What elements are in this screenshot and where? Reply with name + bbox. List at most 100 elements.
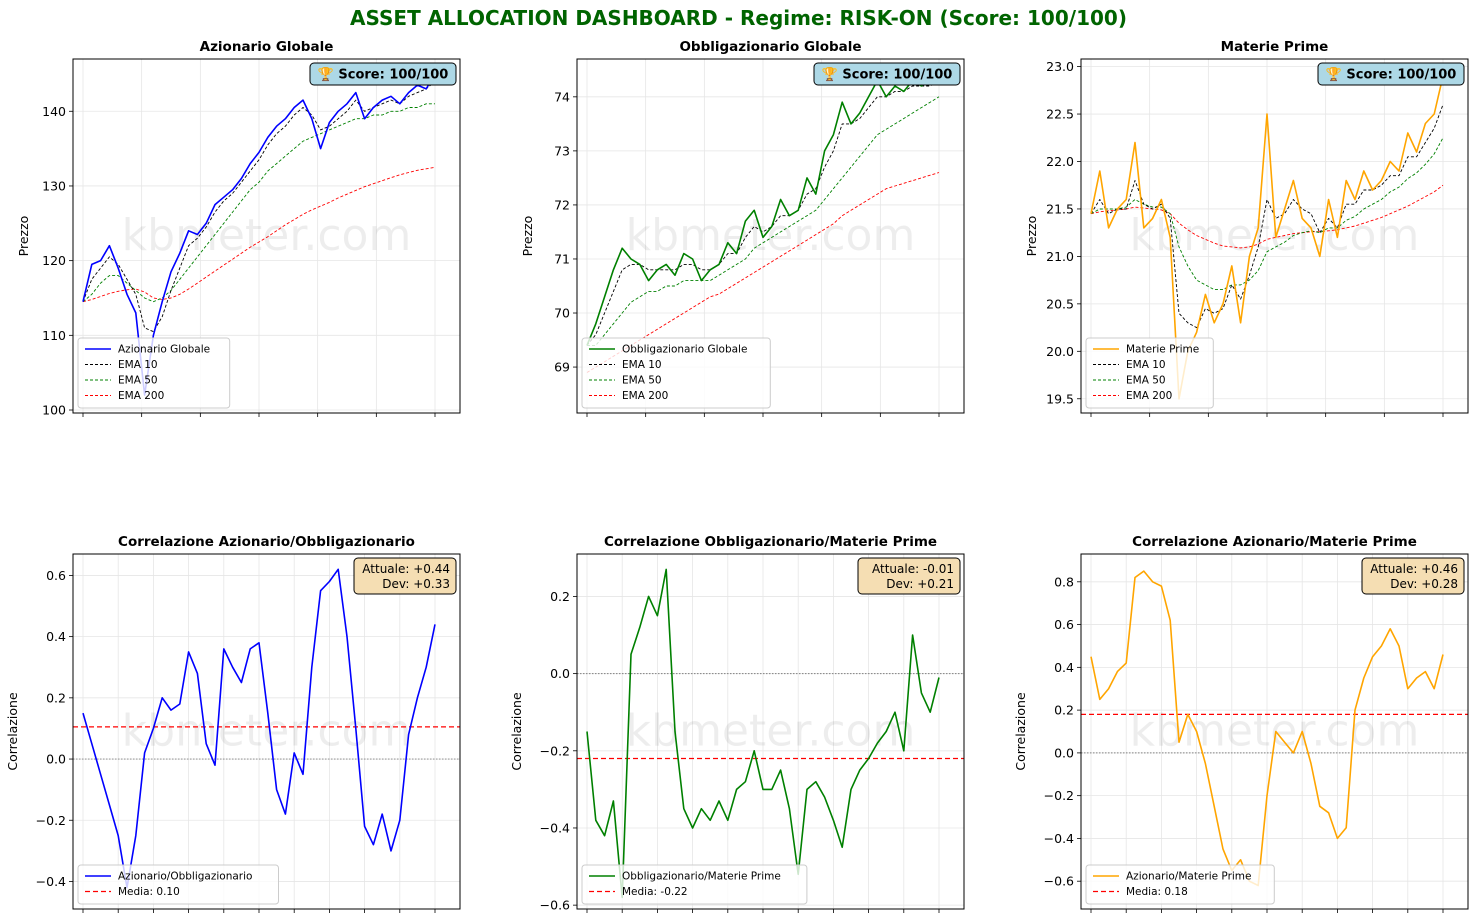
series-line-obbligazionario-globale bbox=[586, 74, 940, 346]
y-tick-label: 20.0 bbox=[1046, 344, 1074, 359]
y-tick-label: 23.0 bbox=[1046, 59, 1074, 74]
stats-box bbox=[353, 557, 457, 595]
y-tick-label: 0.2 bbox=[1054, 703, 1074, 718]
y-tick-label: 21.5 bbox=[1046, 201, 1074, 216]
y-tick-label: 0.6 bbox=[46, 568, 66, 583]
series-lines bbox=[1090, 75, 1444, 400]
plot-frame bbox=[576, 58, 965, 414]
y-tick-label: 0.0 bbox=[1054, 745, 1074, 760]
score-badge bbox=[1317, 62, 1465, 86]
legend-label: Azionario/Materie Prime bbox=[1126, 871, 1252, 883]
score-badge-text: 🏆 Score: 100/100 bbox=[822, 67, 953, 83]
y-tick-label: 71 bbox=[554, 251, 570, 266]
stats-text: Dev: +0.28 bbox=[1390, 577, 1458, 591]
y-axis-label: Correlazione bbox=[5, 692, 20, 771]
y-tick-label: −0.2 bbox=[36, 813, 66, 828]
legend-label: EMA 200 bbox=[622, 390, 668, 402]
y-tick-label: 110 bbox=[42, 328, 66, 343]
y-tick-label: 0.2 bbox=[46, 690, 66, 705]
legend-label: EMA 200 bbox=[1126, 390, 1172, 402]
chart-panel-5: −0.6 −0.4 −0.2 0.0 0.2 kbmeter.com Correlazion… bbox=[509, 534, 965, 913]
legend-label: EMA 50 bbox=[118, 375, 158, 387]
y-tick-label: 130 bbox=[42, 178, 66, 193]
watermark-text: kbmeter.com bbox=[122, 706, 412, 757]
y-tick-label: 120 bbox=[42, 253, 66, 268]
y-tick-label: 22.5 bbox=[1046, 107, 1074, 122]
legend-label: Materie Prime bbox=[1126, 344, 1199, 356]
chart-panel-2: 69 70 71 72 73 74 kbmeter.com Obbligazionario G… bbox=[520, 39, 965, 417]
plot-frame bbox=[1080, 553, 1469, 910]
plot-frame bbox=[72, 553, 461, 910]
y-axis-label: Correlazione bbox=[509, 692, 524, 771]
legend-label: Media: -0.22 bbox=[622, 886, 688, 898]
y-axis-label: Correlazione bbox=[1013, 692, 1028, 771]
stats-text: Attuale: -0.01 bbox=[872, 562, 954, 576]
series-line-obbligazionario-materie-prime bbox=[586, 568, 940, 899]
legend-label: EMA 50 bbox=[622, 375, 662, 387]
y-tick-label: 74 bbox=[554, 89, 570, 104]
dashboard-title: ASSET ALLOCATION DASHBOARD - Regime: RIS… bbox=[350, 6, 1127, 30]
series-lines bbox=[82, 568, 436, 889]
y-tick-label: 140 bbox=[42, 104, 66, 119]
y-tick-label: 0.2 bbox=[550, 589, 570, 604]
chart-title: Materie Prime bbox=[1221, 39, 1329, 55]
legend-label: EMA 10 bbox=[118, 359, 158, 371]
y-tick-label: −0.2 bbox=[540, 743, 570, 758]
series-line-ema-200 bbox=[586, 172, 940, 373]
chart-title: Correlazione Obbligazionario/Materie Pri… bbox=[604, 534, 937, 550]
legend-label: Obbligazionario/Materie Prime bbox=[622, 871, 781, 883]
legend-label: EMA 200 bbox=[118, 390, 164, 402]
series-lines bbox=[586, 74, 940, 373]
legend-label: Azionario Globale bbox=[118, 344, 210, 356]
score-badge-text: 🏆 Score: 100/100 bbox=[1326, 67, 1457, 83]
legend-box bbox=[1085, 337, 1214, 409]
series-line-ema-200 bbox=[82, 166, 436, 303]
y-tick-label: 72 bbox=[554, 197, 570, 212]
y-tick-label: 21.0 bbox=[1046, 249, 1074, 264]
plot-frame bbox=[72, 58, 461, 414]
stats-text: Attuale: +0.46 bbox=[1370, 562, 1458, 576]
watermark-text: kbmeter.com bbox=[1130, 706, 1420, 757]
series-lines bbox=[586, 568, 940, 899]
y-tick-label: −0.4 bbox=[36, 874, 66, 889]
y-axis-label: Prezzo bbox=[1024, 216, 1039, 257]
series-line-azionario-materie-prime bbox=[1090, 570, 1444, 887]
score-badge bbox=[309, 62, 457, 86]
y-tick-label: 69 bbox=[554, 360, 570, 375]
series-line-ema-50 bbox=[1090, 137, 1444, 291]
legend-label: EMA 50 bbox=[1126, 375, 1166, 387]
chart-title: Azionario Globale bbox=[200, 39, 334, 55]
y-axis-label: Prezzo bbox=[520, 216, 535, 257]
legend-label: Obbligazionario Globale bbox=[622, 344, 747, 356]
plot-frame bbox=[576, 553, 965, 910]
y-axis-label: Prezzo bbox=[16, 216, 31, 257]
watermark-text: kbmeter.com bbox=[122, 210, 412, 261]
y-tick-label: 19.5 bbox=[1046, 391, 1074, 406]
y-tick-label: 0.0 bbox=[550, 666, 570, 681]
legend-box bbox=[581, 337, 771, 409]
y-tick-label: 20.5 bbox=[1046, 296, 1074, 311]
series-line-ema-10 bbox=[586, 80, 940, 346]
legend-label: Azionario/Obbligazionario bbox=[118, 871, 252, 883]
chart-panel-4: −0.4 −0.2 0.0 0.2 0.4 0.6 kbmeter.com Correlazi… bbox=[5, 534, 461, 913]
y-tick-label: 0.4 bbox=[1054, 660, 1074, 675]
legend-box bbox=[77, 337, 231, 409]
y-tick-label: 0.8 bbox=[1054, 574, 1074, 589]
stats-box bbox=[1361, 557, 1465, 595]
legend-label: EMA 10 bbox=[622, 359, 662, 371]
legend-label: Media: 0.10 bbox=[118, 886, 180, 898]
y-tick-label: 70 bbox=[554, 306, 570, 321]
y-tick-label: 0.0 bbox=[46, 752, 66, 767]
series-line-materie-prime bbox=[1090, 75, 1444, 400]
legend-box bbox=[1085, 864, 1275, 905]
chart-panel-1: 100 110 120 130 140 kbmeter.com Azionario Glob… bbox=[16, 39, 461, 418]
chart-panel-3: 19.520.020.521.021.522.022.523.0kbmeter.… bbox=[1024, 39, 1469, 417]
y-tick-label: −0.6 bbox=[540, 898, 570, 913]
legend-label: Media: 0.18 bbox=[1126, 886, 1188, 898]
y-tick-label: 0.6 bbox=[1054, 617, 1074, 632]
series-line-azionario-obbligazionario bbox=[82, 568, 436, 889]
legend-box bbox=[581, 864, 808, 905]
y-tick-label: −0.4 bbox=[540, 820, 570, 835]
stats-text: Attuale: +0.44 bbox=[362, 562, 450, 576]
